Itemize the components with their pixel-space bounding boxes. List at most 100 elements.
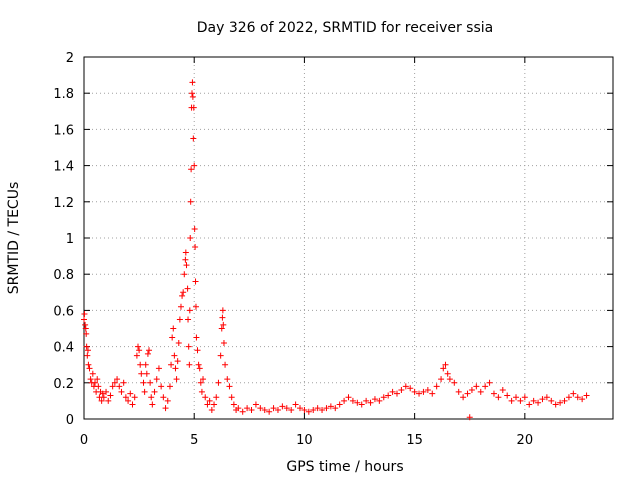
data-point bbox=[444, 370, 451, 377]
data-point bbox=[146, 347, 153, 354]
data-point bbox=[217, 352, 224, 359]
data-point bbox=[120, 379, 127, 386]
data-point bbox=[147, 379, 154, 386]
data-point bbox=[189, 90, 196, 97]
data-point bbox=[195, 361, 202, 368]
data-point bbox=[129, 401, 136, 408]
data-point bbox=[429, 390, 436, 397]
data-point bbox=[176, 316, 183, 323]
data-point bbox=[345, 394, 352, 401]
data-point bbox=[239, 408, 246, 415]
data-point bbox=[174, 358, 181, 365]
data-point bbox=[151, 388, 158, 395]
data-point bbox=[142, 361, 149, 368]
data-point bbox=[83, 343, 90, 350]
data-point bbox=[433, 383, 440, 390]
data-point bbox=[206, 397, 213, 404]
data-point bbox=[171, 352, 178, 359]
data-point bbox=[473, 383, 480, 390]
data-point bbox=[451, 379, 458, 386]
data-point bbox=[220, 339, 227, 346]
data-point bbox=[252, 401, 259, 408]
data-point bbox=[204, 401, 211, 408]
y-axis-label: SRMTID / TECUs bbox=[6, 182, 22, 295]
data-point bbox=[283, 405, 290, 412]
data-point bbox=[477, 388, 484, 395]
data-point bbox=[305, 408, 312, 415]
data-point bbox=[81, 311, 88, 318]
data-point bbox=[191, 225, 198, 232]
data-point bbox=[95, 383, 102, 390]
grid bbox=[84, 57, 613, 419]
y-tick-label: 0 bbox=[66, 413, 74, 428]
data-point bbox=[125, 397, 132, 404]
data-point bbox=[181, 271, 188, 278]
data-point bbox=[197, 379, 204, 386]
data-point bbox=[235, 405, 242, 412]
x-tick-label: 20 bbox=[517, 433, 534, 448]
data-point bbox=[466, 414, 473, 421]
data-point bbox=[89, 370, 96, 377]
data-point bbox=[420, 388, 427, 395]
data-point bbox=[109, 383, 116, 390]
data-point bbox=[579, 396, 586, 403]
x-tick-label: 0 bbox=[80, 433, 88, 448]
data-point bbox=[116, 383, 123, 390]
data-point bbox=[499, 387, 506, 394]
data-point bbox=[213, 394, 220, 401]
data-point bbox=[228, 394, 235, 401]
data-point bbox=[208, 406, 215, 413]
data-point bbox=[442, 361, 449, 368]
data-point bbox=[279, 403, 286, 410]
data-point bbox=[464, 390, 471, 397]
chart-title: Day 326 of 2022, SRMTID for receiver ssi… bbox=[197, 20, 493, 36]
data-point bbox=[170, 325, 177, 332]
data-point bbox=[274, 406, 281, 413]
data-point bbox=[301, 406, 308, 413]
data-point bbox=[543, 394, 550, 401]
data-point bbox=[188, 166, 195, 173]
data-point bbox=[194, 347, 201, 354]
data-point bbox=[82, 325, 89, 332]
axis-ticks: 00.20.40.60.811.21.41.61.820 5 10 15 20 bbox=[53, 51, 613, 448]
data-points bbox=[81, 79, 590, 421]
data-point bbox=[143, 370, 150, 377]
data-point bbox=[183, 262, 190, 269]
data-point bbox=[122, 394, 129, 401]
data-point bbox=[561, 397, 568, 404]
data-point bbox=[574, 394, 581, 401]
data-point bbox=[177, 303, 184, 310]
data-point bbox=[440, 365, 447, 372]
data-point bbox=[140, 379, 147, 386]
data-point bbox=[323, 405, 330, 412]
data-point bbox=[189, 93, 196, 100]
data-point bbox=[192, 244, 199, 251]
data-point bbox=[557, 399, 564, 406]
data-point bbox=[180, 289, 187, 296]
data-point bbox=[182, 256, 189, 263]
y-tick-label: 1.4 bbox=[53, 160, 74, 175]
data-point bbox=[190, 104, 197, 111]
data-point bbox=[482, 383, 489, 390]
data-point bbox=[114, 376, 121, 383]
data-point bbox=[380, 394, 387, 401]
data-point bbox=[583, 392, 590, 399]
data-point bbox=[81, 316, 87, 323]
data-point bbox=[184, 285, 191, 292]
data-point bbox=[407, 385, 414, 392]
data-point bbox=[83, 330, 90, 337]
data-point bbox=[411, 388, 418, 395]
data-point bbox=[149, 401, 156, 408]
data-point bbox=[138, 370, 145, 377]
data-point bbox=[363, 397, 370, 404]
y-tick-label: 1.2 bbox=[53, 196, 74, 211]
data-point bbox=[182, 249, 189, 256]
data-point bbox=[84, 347, 91, 354]
data-point bbox=[460, 394, 467, 401]
data-point bbox=[389, 388, 396, 395]
data-point bbox=[85, 361, 92, 368]
data-point bbox=[107, 392, 114, 399]
data-point bbox=[189, 79, 196, 86]
data-point bbox=[521, 394, 528, 401]
